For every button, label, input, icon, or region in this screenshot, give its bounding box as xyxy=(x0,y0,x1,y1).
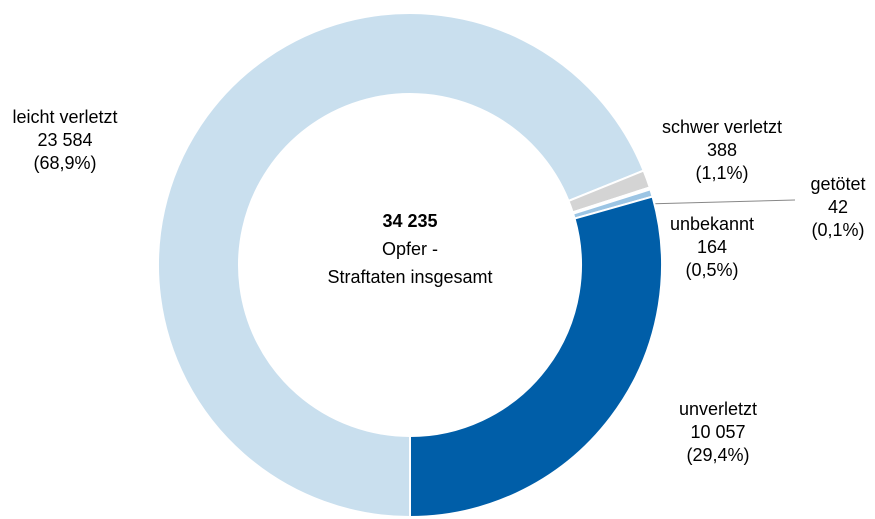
segment-label: getötet xyxy=(810,174,865,194)
percent-label: (29,4%) xyxy=(686,445,749,465)
donut-segment xyxy=(409,195,663,519)
percent-label: (0,5%) xyxy=(685,260,738,280)
value-label: 23 584 xyxy=(37,130,92,150)
value-label: 388 xyxy=(707,140,737,160)
center-label: Opfer - xyxy=(382,239,438,259)
segment-label: leicht verletzt xyxy=(12,107,117,127)
donut-segment xyxy=(157,12,645,519)
value-label: 10 057 xyxy=(690,422,745,442)
percent-label: (68,9%) xyxy=(33,153,96,173)
percent-label: (1,1%) xyxy=(695,163,748,183)
segment-label: unbekannt xyxy=(670,214,754,234)
percent-label: (0,1%) xyxy=(811,220,864,240)
segment-label: unverletzt xyxy=(679,399,757,419)
value-label: 42 xyxy=(828,197,848,217)
leader-line xyxy=(644,199,796,205)
segment-label: schwer verletzt xyxy=(662,117,782,137)
value-label: 164 xyxy=(697,237,727,257)
center-label: Straftaten insgesamt xyxy=(327,267,492,287)
center-label: 34 235 xyxy=(382,211,437,231)
